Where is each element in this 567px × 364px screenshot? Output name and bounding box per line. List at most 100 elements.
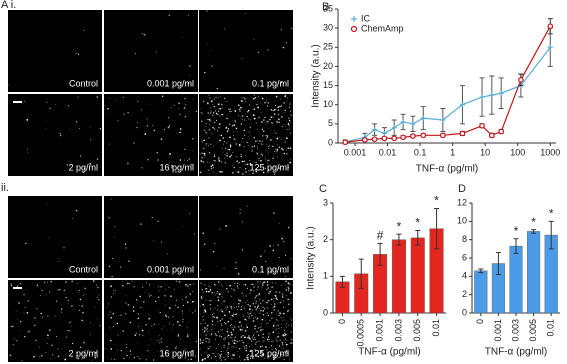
- spot: [272, 109, 274, 112]
- image-label: 2 pg/ml: [68, 348, 98, 358]
- spot: [215, 347, 217, 350]
- spot: [239, 321, 241, 324]
- spot: [243, 97, 245, 99]
- spot: [168, 166, 170, 168]
- spot: [232, 324, 234, 326]
- spot: [209, 107, 211, 108]
- spot: [159, 339, 161, 341]
- spot: [239, 348, 241, 350]
- spot: [260, 350, 262, 353]
- fluorescent-spots: [104, 95, 198, 173]
- spot: [245, 13, 247, 14]
- spot: [220, 350, 222, 352]
- spot: [133, 357, 135, 359]
- series-line: [345, 25, 551, 143]
- spot: [239, 212, 241, 214]
- spot: [243, 160, 246, 162]
- image-label: Control: [69, 78, 98, 88]
- spot: [254, 297, 256, 299]
- spot: [107, 108, 109, 110]
- spot: [200, 296, 202, 298]
- error-bar: [358, 258, 364, 289]
- spot: [266, 338, 269, 341]
- spot: [204, 129, 206, 132]
- spot: [258, 334, 260, 336]
- spot: [252, 172, 254, 174]
- spot: [276, 319, 278, 321]
- micrograph: [8, 94, 102, 176]
- spot: [281, 312, 283, 314]
- spot: [189, 75, 191, 76]
- spot: [273, 173, 275, 175]
- spot: [237, 171, 240, 173]
- spot: [245, 347, 248, 349]
- spot: [205, 145, 207, 147]
- spot: [237, 282, 239, 284]
- spot: [281, 116, 283, 118]
- spot: [224, 28, 225, 30]
- spot: [283, 152, 286, 155]
- bar: [527, 231, 541, 314]
- spot: [275, 328, 277, 330]
- spot: [240, 155, 243, 158]
- spot: [113, 292, 114, 294]
- y-axis-label: Intensity (a.u.): [306, 226, 317, 289]
- spot: [190, 358, 192, 361]
- spot: [150, 104, 151, 106]
- spot: [228, 108, 230, 110]
- spot: [237, 305, 240, 308]
- spot: [223, 351, 225, 353]
- spot: [207, 348, 210, 350]
- spot: [290, 291, 292, 294]
- spot: [226, 100, 228, 102]
- spot: [245, 295, 247, 297]
- spot: [228, 345, 229, 347]
- data-point: [547, 23, 554, 30]
- spot: [211, 65, 213, 67]
- spot: [192, 138, 194, 140]
- spot: [224, 314, 226, 316]
- y-tick-label: 35: [323, 3, 333, 13]
- y-tick-label: 0: [328, 137, 333, 147]
- spot: [232, 165, 234, 167]
- spot: [244, 134, 246, 136]
- spot: [194, 310, 196, 312]
- spot: [270, 116, 273, 118]
- spot: [184, 284, 187, 286]
- spot: [230, 295, 232, 297]
- spot: [175, 346, 177, 348]
- spot: [191, 150, 193, 152]
- spot: [266, 281, 269, 283]
- spot: [254, 297, 257, 299]
- spot: [202, 142, 204, 144]
- spot: [107, 313, 109, 315]
- spot: [168, 286, 170, 288]
- spot: [289, 283, 291, 285]
- spot: [284, 338, 287, 340]
- x-tick-label: 0.01: [546, 319, 556, 337]
- spot: [206, 10, 208, 12]
- spot: [138, 342, 139, 344]
- spot: [90, 332, 91, 334]
- spot: [217, 296, 219, 299]
- spot: [268, 152, 270, 153]
- spot: [272, 306, 275, 309]
- spot: [252, 317, 255, 319]
- spot: [262, 171, 265, 174]
- spot: [201, 120, 203, 122]
- spot: [286, 323, 288, 325]
- spot: [271, 282, 273, 284]
- spot: [256, 148, 259, 150]
- spot: [201, 139, 202, 141]
- spot: [212, 250, 215, 253]
- series-line: [345, 46, 551, 143]
- spot: [270, 290, 272, 292]
- spot: [264, 168, 266, 170]
- spot: [283, 319, 285, 321]
- fluorescent-spots: [25, 203, 78, 263]
- spot: [227, 353, 229, 355]
- spot: [217, 281, 220, 283]
- spot: [131, 280, 133, 282]
- spot: [264, 101, 266, 104]
- spot: [227, 128, 230, 130]
